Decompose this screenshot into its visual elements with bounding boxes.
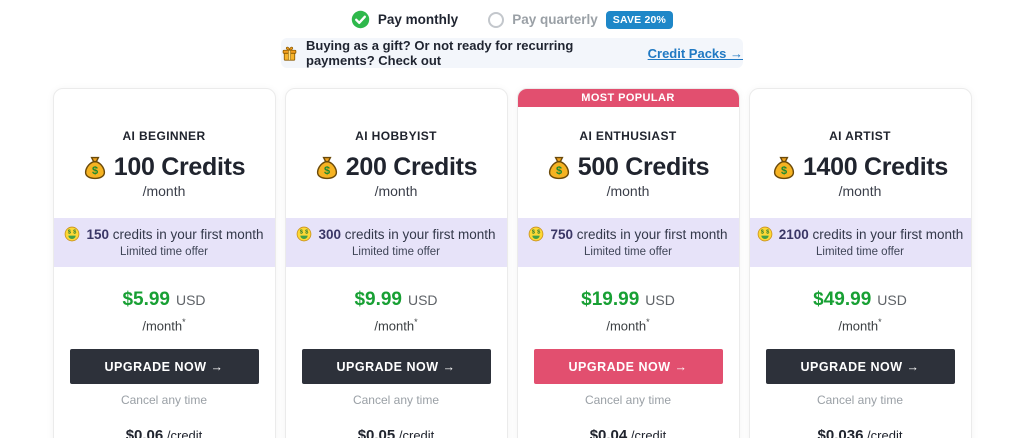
bonus-band: 750 credits in your first month Limited … — [517, 218, 739, 267]
upgrade-now-button[interactable]: UPGRADE NOW → — [765, 349, 955, 385]
save-badge: SAVE 20% — [605, 10, 674, 29]
bonus-subtext: Limited time offer — [584, 246, 672, 258]
per-credit-price: $0.05 — [357, 427, 396, 438]
upgrade-now-button[interactable]: UPGRADE NOW → — [301, 349, 491, 385]
credits-period: /month — [606, 183, 650, 199]
price-currency: USD — [877, 292, 907, 308]
bonus-band: 300 credits in your first month Limited … — [285, 218, 507, 267]
credit-packs-link[interactable]: Credit Packs → — [647, 45, 743, 61]
price-period: /month — [142, 318, 183, 334]
price-period: /month — [374, 318, 415, 334]
plan-card-ai-beginner: AI BEGINNER 100 Credits /month 150 credi… — [52, 88, 276, 438]
cancel-any-time-text: Cancel any time — [120, 393, 208, 408]
gift-banner: Buying as a gift? Or not ready for recur… — [281, 38, 743, 68]
price-period: /month — [838, 318, 879, 334]
bonus-subtext: Limited time offer — [352, 246, 440, 258]
price-amount: $49.99 — [813, 289, 872, 310]
per-credit-price: $0.036 — [817, 427, 864, 438]
billing-toggle: Pay monthly Pay quarterly SAVE 20% — [0, 0, 1024, 30]
bonus-credits: 750 — [550, 226, 573, 242]
credits-amount: 100 Credits — [113, 153, 246, 181]
cancel-any-time-text: Cancel any time — [352, 393, 440, 408]
cancel-any-time-text: Cancel any time — [816, 393, 904, 408]
money-mouth-face-icon — [757, 226, 773, 242]
check-circle-icon — [350, 10, 370, 29]
per-credit-price: $0.04 — [589, 427, 628, 438]
price-asterisk: * — [878, 317, 882, 327]
bonus-band: 2100 credits in your first month Limited… — [749, 218, 971, 267]
upgrade-now-button[interactable]: UPGRADE NOW → — [533, 349, 723, 385]
plan-name: AI BEGINNER — [122, 129, 206, 143]
radio-circle-icon — [488, 11, 505, 28]
bonus-text: credits in your first month — [112, 226, 264, 242]
per-credit-label: /credit — [630, 428, 667, 438]
per-credit-label: /credit — [398, 428, 435, 438]
bonus-subtext: Limited time offer — [120, 246, 208, 258]
credits-amount: 1400 Credits — [802, 153, 949, 181]
price-amount: $19.99 — [581, 289, 640, 310]
per-credit-price: $0.06 — [125, 427, 164, 438]
plan-name: AI HOBBYIST — [355, 129, 437, 143]
bonus-text: credits in your first month — [344, 226, 496, 242]
gift-banner-text: Buying as a gift? Or not ready for recur… — [306, 38, 574, 68]
pricing-cards: AI BEGINNER 100 Credits /month 150 credi… — [0, 88, 1024, 438]
gift-icon — [281, 45, 298, 62]
money-bag-icon — [547, 156, 571, 180]
bonus-subtext: Limited time offer — [816, 246, 904, 258]
pay-monthly-label: Pay monthly — [377, 12, 459, 27]
credits-amount: 200 Credits — [345, 153, 478, 181]
price-amount: $5.99 — [122, 289, 170, 310]
most-popular-badge: MOST POPULAR — [517, 89, 739, 107]
bonus-text: credits in your first month — [812, 226, 964, 242]
pay-quarterly-label: Pay quarterly — [512, 12, 598, 27]
credits-period: /month — [838, 183, 882, 199]
plan-name: AI ARTIST — [829, 129, 891, 143]
price-currency: USD — [175, 292, 206, 308]
price-currency: USD — [645, 292, 675, 308]
price-period: /month — [606, 318, 647, 334]
plan-card-ai-hobbyist: AI HOBBYIST 200 Credits /month 300 credi… — [284, 88, 508, 438]
money-mouth-face-icon — [296, 226, 312, 242]
pay-monthly-option[interactable]: Pay monthly — [350, 10, 459, 29]
money-mouth-face-icon — [528, 226, 544, 242]
price-currency: USD — [407, 292, 438, 308]
credits-period: /month — [142, 183, 186, 199]
plan-card-ai-artist: AI ARTIST 1400 Credits /month 2100 credi… — [748, 88, 972, 438]
money-bag-icon — [315, 156, 339, 180]
bonus-text: credits in your first month — [576, 226, 728, 242]
bonus-credits: 150 — [86, 226, 109, 242]
money-mouth-face-icon — [64, 226, 80, 242]
money-bag-icon — [772, 156, 796, 180]
credits-amount: 500 Credits — [577, 153, 710, 181]
per-credit-label: /credit — [166, 428, 203, 438]
price-asterisk: * — [414, 317, 418, 327]
bonus-credits: 300 — [318, 226, 341, 242]
cancel-any-time-text: Cancel any time — [584, 393, 672, 408]
credits-period: /month — [374, 183, 418, 199]
plan-name: AI ENTHUSIAST — [579, 129, 677, 143]
price-asterisk: * — [182, 317, 186, 327]
money-bag-icon — [83, 156, 107, 180]
plan-card-ai-enthusiast: MOST POPULAR AI ENTHUSIAST 500 Credits /… — [516, 88, 740, 438]
price-asterisk: * — [646, 317, 650, 327]
bonus-band: 150 credits in your first month Limited … — [53, 218, 275, 267]
price-amount: $9.99 — [354, 289, 402, 310]
bonus-credits: 2100 — [778, 226, 809, 242]
pay-quarterly-option[interactable]: Pay quarterly SAVE 20% — [488, 10, 674, 29]
upgrade-now-button[interactable]: UPGRADE NOW → — [69, 349, 259, 385]
per-credit-label: /credit — [867, 428, 903, 438]
